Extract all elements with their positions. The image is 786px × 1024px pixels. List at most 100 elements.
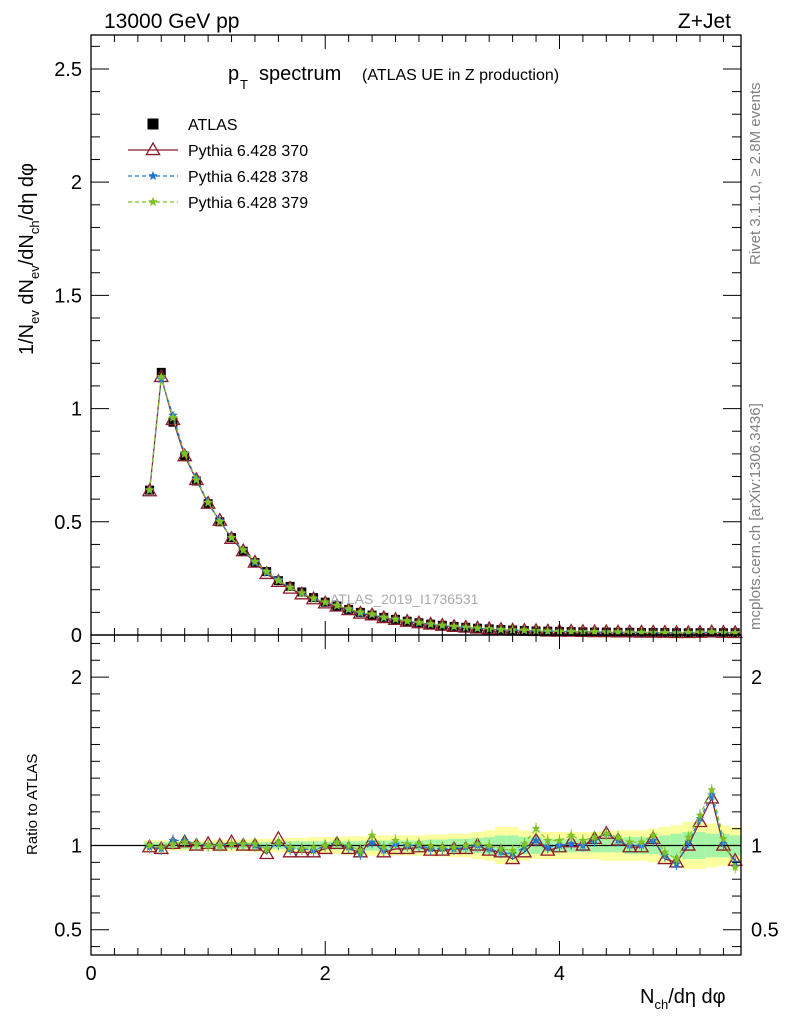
ratio-point-pythia-6-428-379 [332, 837, 342, 846]
ratio-point-pythia-6-428-379 [461, 841, 471, 850]
x-tick-label: 0 [85, 963, 96, 985]
ratio-point-pythia-6-428-379 [684, 832, 693, 841]
point-pythia-6-428-379 [437, 620, 448, 630]
ratio-point-pythia-6-428-379 [625, 837, 635, 846]
ratio-point-pythia-6-428-379 [449, 842, 459, 851]
ratio-y-label: Ratio to ATLAS [24, 754, 41, 855]
point-pythia-6-428-379 [273, 575, 284, 585]
y-tick-label: 2.5 [54, 59, 82, 81]
ratio-point-pythia-6-428-378 [531, 835, 541, 845]
point-pythia-6-428-379 [589, 626, 600, 636]
ratio-point-pythia-6-428-379 [250, 839, 260, 848]
ratio-line-pythia-6-428-379 [149, 788, 736, 868]
ratio-point-pythia-6-428-379 [274, 837, 283, 846]
ratio-point-pythia-6-428-370 [458, 840, 474, 855]
x-tick-label: 2 [320, 963, 331, 985]
legend-marker-pythia-6-428-378 [148, 171, 158, 181]
rivet-label: Rivet 3.1.10, ≥ 2.8M events [747, 83, 764, 266]
y-tick-label: 0 [71, 625, 82, 647]
point-pythia-6-428-370 [200, 495, 216, 509]
ratio-point-pythia-6-428-370 [504, 850, 521, 865]
point-pythia-6-428-379 [402, 615, 412, 626]
ratio-point-pythia-6-428-379 [238, 839, 248, 848]
legend-item-pythia-6-428-370: Pythia 6.428 370 [128, 141, 308, 160]
svg-text:Nch/dη dφ: Nch/dη dφ [640, 986, 726, 1012]
main-series-group [141, 367, 743, 874]
legend-item-pythia-6-428-378: Pythia 6.428 378 [128, 169, 308, 186]
ratio-point-pythia-6-428-379 [192, 839, 201, 848]
point-pythia-6-428-370 [282, 580, 298, 594]
ratio-point-pythia-6-428-379 [520, 839, 529, 848]
ratio-frame [90, 634, 742, 956]
ratio-point-pythia-6-428-370 [539, 842, 556, 856]
point-pythia-6-428-379 [425, 619, 436, 629]
svg-text:1/Nev dNev/dNch/dη dφ: 1/Nev dNev/dNch/dη dφ [16, 163, 42, 355]
point-pythia-6-428-379 [226, 532, 237, 542]
ratio-point-pythia-6-428-379 [496, 844, 506, 853]
point-pythia-6-428-379 [543, 626, 553, 636]
ratio-point-pythia-6-428-379 [730, 862, 740, 872]
ratio-point-pythia-6-428-379 [637, 837, 646, 846]
legend-label: ATLAS [188, 117, 238, 134]
ratio-point-pythia-6-428-379 [719, 834, 728, 843]
point-pythia-6-428-379 [297, 588, 307, 598]
point-pythia-6-428-379 [566, 626, 576, 636]
point-pythia-6-428-379 [156, 371, 167, 381]
point-pythia-6-428-379 [496, 624, 506, 634]
y-tick-label: 1 [71, 399, 82, 421]
point-pythia-6-428-379 [238, 545, 249, 555]
ratio-y-tick-label: 0.5 [54, 920, 82, 942]
ratio-point-pythia-6-428-370 [422, 842, 439, 856]
ratio-point-pythia-6-428-370 [387, 840, 404, 855]
point-pythia-6-428-379 [449, 621, 459, 631]
ratio-point-pythia-6-428-379 [367, 830, 377, 840]
mcplots-label: mcplots.cern.ch [arXiv:1306.3436] [747, 403, 764, 630]
ratio-point-pythia-6-428-379 [227, 839, 236, 848]
point-pythia-6-428-370 [141, 482, 158, 497]
point-pythia-6-428-379 [191, 474, 202, 484]
legend-marker-pythia-6-428-370 [145, 141, 161, 156]
ratio-point-pythia-6-428-370 [282, 843, 298, 858]
point-pythia-6-428-370 [294, 585, 310, 600]
point-atlas [168, 417, 178, 427]
point-pythia-6-428-370 [165, 411, 181, 426]
ratio-point-pythia-6-428-379 [672, 854, 681, 863]
point-pythia-6-428-379 [343, 603, 354, 614]
ratio-point-pythia-6-428-379 [531, 824, 541, 833]
point-pythia-6-428-370 [223, 530, 240, 544]
ratio-point-pythia-6-428-379 [379, 842, 389, 851]
ratio-point-pythia-6-428-379 [414, 839, 424, 848]
ratio-point-pythia-6-428-370 [715, 837, 732, 851]
point-pythia-6-428-379 [203, 497, 213, 507]
ratio-point-pythia-6-428-370 [258, 845, 275, 860]
ratio-point-pythia-6-428-370 [551, 838, 568, 853]
point-pythia-6-428-370 [317, 594, 334, 609]
analysis-watermark: ATLAS_2019_I1736531 [330, 591, 479, 607]
ratio-point-pythia-6-428-370 [294, 843, 310, 858]
point-pythia-6-428-379 [285, 582, 295, 592]
point-pythia-6-428-379 [379, 612, 389, 622]
ratio-point-pythia-6-428-379 [660, 847, 670, 856]
ratio-point-pythia-6-428-370 [703, 790, 720, 804]
ratio-y-tick-label: 2 [71, 667, 82, 689]
point-pythia-6-428-379 [308, 593, 319, 603]
ratio-point-pythia-6-428-378 [367, 837, 377, 846]
ratio-point-pythia-6-428-379 [484, 841, 494, 850]
ratio-point-pythia-6-428-379 [602, 829, 611, 838]
point-pythia-6-428-370 [176, 447, 193, 462]
ratio-point-pythia-6-428-379 [344, 841, 353, 850]
ratio-point-pythia-6-428-379 [590, 832, 599, 841]
header-left: 13000 GeV pp [104, 10, 239, 33]
legend-label: Pythia 6.428 370 [188, 143, 308, 160]
ratio-point-pythia-6-428-379 [426, 841, 435, 850]
ratio-point-pythia-6-428-370 [621, 838, 638, 853]
ratio-point-pythia-6-428-379 [391, 835, 400, 845]
ratio-point-pythia-6-428-379 [707, 785, 716, 794]
point-pythia-6-428-379 [636, 627, 647, 637]
ratio-y-tick-label-right: 2 [751, 667, 762, 689]
point-pythia-6-428-379 [250, 556, 260, 566]
ratio-point-pythia-6-428-379 [508, 846, 517, 855]
point-pythia-6-428-379 [320, 597, 330, 607]
ratio-y-tick-label-right: 0.5 [751, 920, 779, 942]
